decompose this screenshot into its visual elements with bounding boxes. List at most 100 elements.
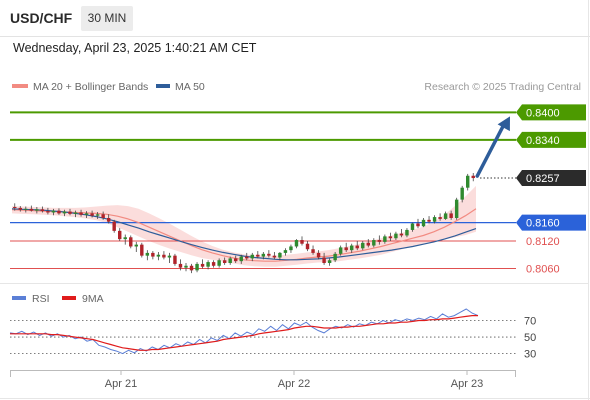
header-divider (0, 36, 590, 37)
candle (118, 228, 122, 241)
candle (68, 208, 72, 216)
candle (184, 263, 188, 272)
candle-body (29, 208, 34, 211)
candle-body (68, 211, 72, 214)
candle-body (399, 233, 404, 236)
candle (206, 260, 210, 270)
candle-body (112, 221, 116, 231)
candle (372, 238, 376, 248)
candle (377, 235, 382, 245)
candle (51, 208, 56, 216)
candle-body (322, 257, 326, 264)
pivot-level-tag (516, 214, 586, 231)
candle (294, 239, 299, 249)
candle (239, 254, 243, 264)
candle-body (405, 229, 409, 236)
candle (234, 255, 238, 264)
timeframe-button[interactable]: 30 MIN (81, 6, 133, 31)
candle (338, 245, 343, 256)
candle (366, 239, 370, 248)
candle-body (222, 260, 227, 264)
candle-body (383, 236, 387, 242)
candle (316, 250, 321, 260)
candle (432, 215, 437, 224)
candle-body (195, 263, 199, 271)
candle-body (62, 211, 67, 214)
candle (245, 252, 249, 261)
candle (405, 228, 409, 238)
candle (327, 258, 332, 266)
rsi-ma-legend-swatch (62, 296, 76, 300)
candle (40, 206, 45, 213)
candle-body (178, 263, 183, 268)
candle-body (73, 212, 78, 214)
rsi-ma-line (10, 315, 478, 351)
candle (217, 258, 221, 268)
candle (361, 240, 365, 251)
candle (466, 173, 470, 191)
rsi-ma-legend-label: 9MA (82, 293, 104, 305)
candle (35, 206, 39, 214)
candle-body (217, 260, 221, 266)
candle (322, 252, 326, 265)
candle (13, 203, 17, 211)
candle (272, 251, 277, 260)
candle-body (344, 247, 348, 251)
target-level-1-label: 0.8400 (526, 107, 560, 119)
candle (129, 235, 133, 249)
candle (123, 234, 127, 245)
candle-body (200, 263, 205, 267)
x-tick-label: Apr 23 (451, 378, 483, 390)
candle-body (311, 249, 315, 253)
rsi-level-70-label: 70 (524, 316, 536, 328)
candle (261, 251, 266, 260)
target-level-2-tag (516, 131, 586, 148)
candle-body (361, 242, 365, 249)
candle (454, 197, 459, 220)
candle (443, 211, 448, 220)
candle-body (211, 262, 216, 266)
candle (211, 260, 216, 268)
candle (29, 205, 34, 212)
candle-body (189, 265, 194, 271)
rsi-level-30-label: 30 (524, 349, 536, 361)
candle (355, 240, 359, 251)
candle-body (129, 237, 133, 247)
candle-body (151, 252, 155, 257)
candle (46, 207, 50, 215)
current-price-label: 0.8257 (526, 173, 560, 185)
candle (267, 250, 271, 258)
candle-body (118, 230, 122, 240)
candle-body (261, 253, 266, 257)
candle (388, 232, 393, 241)
candle (256, 251, 260, 259)
candle-body (454, 199, 459, 218)
candle-body (79, 212, 83, 215)
candle-body (206, 262, 210, 267)
candle-body (84, 213, 89, 215)
candle (156, 251, 161, 261)
candle-body (443, 213, 448, 219)
candle (250, 252, 254, 262)
candle (101, 211, 105, 220)
candle (311, 245, 315, 255)
candle (333, 251, 337, 263)
frame-bottom-border (0, 398, 590, 399)
candle-body (239, 256, 243, 262)
candle (416, 218, 420, 229)
candle-body (388, 236, 393, 239)
candle (283, 248, 288, 256)
candle (145, 250, 150, 261)
candle-body (90, 213, 94, 216)
candle-body (449, 213, 453, 218)
candle (24, 206, 28, 213)
candle (399, 229, 404, 238)
candle (178, 259, 183, 271)
x-tick-label: Apr 21 (105, 378, 137, 390)
candle-body (416, 223, 420, 227)
ma20-line (11, 208, 477, 262)
candle (460, 185, 464, 203)
candle-body (272, 255, 277, 258)
ma50-legend-label: MA 50 (175, 81, 205, 93)
candle (95, 212, 100, 219)
